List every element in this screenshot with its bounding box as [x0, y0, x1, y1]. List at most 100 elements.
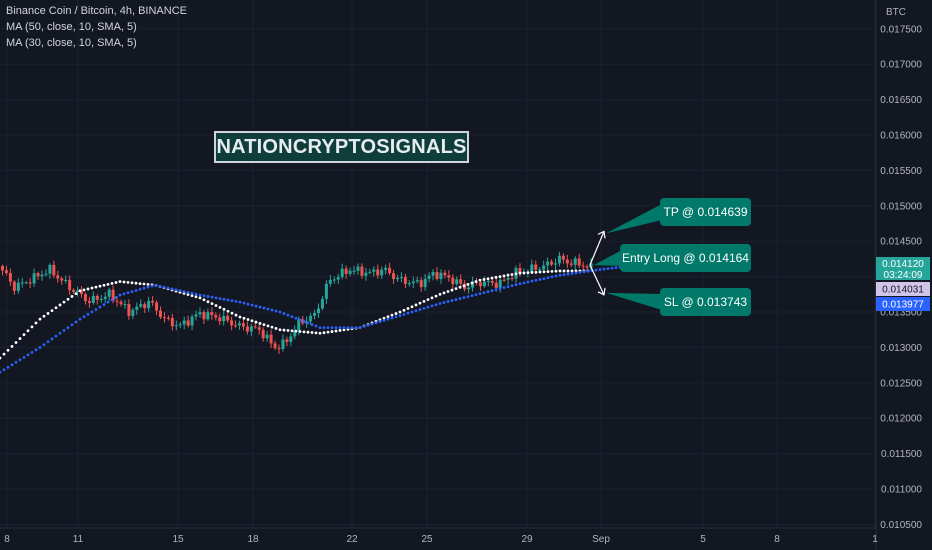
- ma-30-point: [454, 298, 458, 301]
- ma-30-point: [46, 340, 50, 344]
- ma-50-point: [74, 292, 78, 296]
- ma-50-point: [446, 290, 450, 293]
- ma-50-point: [330, 330, 334, 333]
- ma-30-point: [22, 355, 26, 359]
- x-tick-label: 5: [700, 534, 706, 545]
- ma-30-point: [358, 326, 362, 330]
- ma-30-point: [434, 303, 438, 307]
- ma-30-point: [534, 278, 538, 282]
- ma-30-point: [354, 326, 358, 330]
- candle-body: [226, 315, 230, 321]
- ma-50-point: [498, 275, 502, 279]
- ma-30-point: [170, 287, 174, 291]
- ma-30-point: [582, 270, 586, 274]
- ma-50-point: [66, 297, 70, 301]
- ma-50-point: [246, 318, 250, 321]
- last-price-tag: 0.014120 03:24:09: [876, 257, 930, 281]
- ma-30-point: [62, 329, 66, 332]
- ma-30-point: [302, 319, 306, 323]
- entry-callout[interactable]: Entry Long @ 0.014164: [620, 244, 751, 272]
- ma-50-point: [270, 325, 274, 329]
- candle-body: [257, 327, 261, 330]
- candle-body: [139, 304, 143, 307]
- candle-body: [297, 319, 301, 331]
- candle-body: [8, 272, 12, 282]
- ma-30-point: [190, 291, 194, 295]
- ma-50-point: [106, 282, 110, 286]
- candle-body: [60, 278, 64, 281]
- ma-50-point: [186, 293, 190, 296]
- ma-50-point: [54, 306, 58, 310]
- ma-30-point: [558, 273, 562, 277]
- ma-50-point: [290, 329, 294, 333]
- ma-50-point: [398, 310, 402, 314]
- ma-50-legend: MA (50, close, 10, SMA, 5): [6, 21, 137, 33]
- y-tick-label: 0.010500: [880, 520, 922, 531]
- ma-50-point: [14, 341, 18, 344]
- x-tick-label: 18: [247, 534, 259, 545]
- candle-body: [159, 310, 162, 318]
- ma-50-point: [258, 321, 262, 325]
- price-axis[interactable]: BTC 0.017500 0.017000 0.016500 0.016000 0.01…: [880, 7, 922, 531]
- ma-30-point: [174, 288, 178, 292]
- ma-30-point: [214, 296, 218, 300]
- ma-30-point: [66, 326, 70, 330]
- ma-30-point: [166, 286, 170, 290]
- ma-30-point: [194, 292, 198, 296]
- ma-30-point: [346, 326, 350, 330]
- x-tick-label: 25: [421, 534, 433, 545]
- ma-50-point: [558, 269, 562, 273]
- tp-arrowhead: [597, 230, 606, 239]
- candle-body: [143, 304, 147, 309]
- time-axis[interactable]: 8 11 15 18 22 25 29 Sep 5 8 1: [4, 534, 878, 545]
- ma-30-point: [498, 287, 502, 291]
- ma-30-point: [222, 297, 226, 301]
- ma-50-point: [562, 269, 566, 273]
- ma-50-point: [306, 330, 310, 334]
- candle-body: [388, 267, 392, 274]
- ma-30-point: [598, 268, 602, 271]
- candles: [1, 251, 593, 354]
- ma-30-point: [234, 300, 238, 303]
- candle-body: [107, 289, 111, 297]
- candle-body: [186, 320, 190, 326]
- candle-body: [376, 269, 380, 276]
- ma-50-point: [538, 270, 542, 274]
- candle-body: [281, 339, 285, 349]
- ma-50-point: [442, 291, 446, 295]
- ma-50-point: [390, 313, 394, 317]
- ma-50-point: [282, 328, 286, 332]
- candle-body: [52, 264, 56, 276]
- ma-50-point: [510, 273, 514, 276]
- ma-50-point: [314, 331, 318, 335]
- price-tags: 0.014120 03:24:09 0.014031 0.013977: [876, 257, 930, 311]
- candle-body: [554, 263, 557, 265]
- candle-body: [352, 270, 356, 272]
- ma-30-point: [338, 326, 342, 330]
- ma-50-point: [410, 305, 414, 309]
- ma-30-point: [142, 286, 146, 290]
- candle-body: [166, 317, 170, 319]
- entry-callout-pointer: [594, 250, 622, 266]
- ma-30-point: [250, 303, 254, 307]
- ma-50-point: [26, 329, 30, 333]
- ma-30-point: [130, 290, 134, 294]
- ma-30-point: [394, 315, 398, 319]
- ma-50-point: [386, 315, 390, 319]
- ma-30-point: [230, 299, 234, 303]
- candle-body: [151, 300, 155, 303]
- ma-50-point: [274, 327, 278, 330]
- candle-body: [498, 279, 502, 288]
- sl-callout[interactable]: SL @ 0.013743: [660, 288, 751, 316]
- ma-50-point: [494, 275, 498, 279]
- y-tick-label: 0.013500: [880, 308, 922, 319]
- candle-body: [265, 334, 269, 339]
- ma-50-point: [318, 331, 322, 335]
- tp-callout[interactable]: TP @ 0.014639: [660, 198, 751, 226]
- ma-30-point: [430, 304, 434, 308]
- candle-body: [305, 321, 309, 324]
- candle-body: [99, 299, 103, 301]
- candle-body: [170, 317, 174, 327]
- candle-body: [565, 259, 569, 264]
